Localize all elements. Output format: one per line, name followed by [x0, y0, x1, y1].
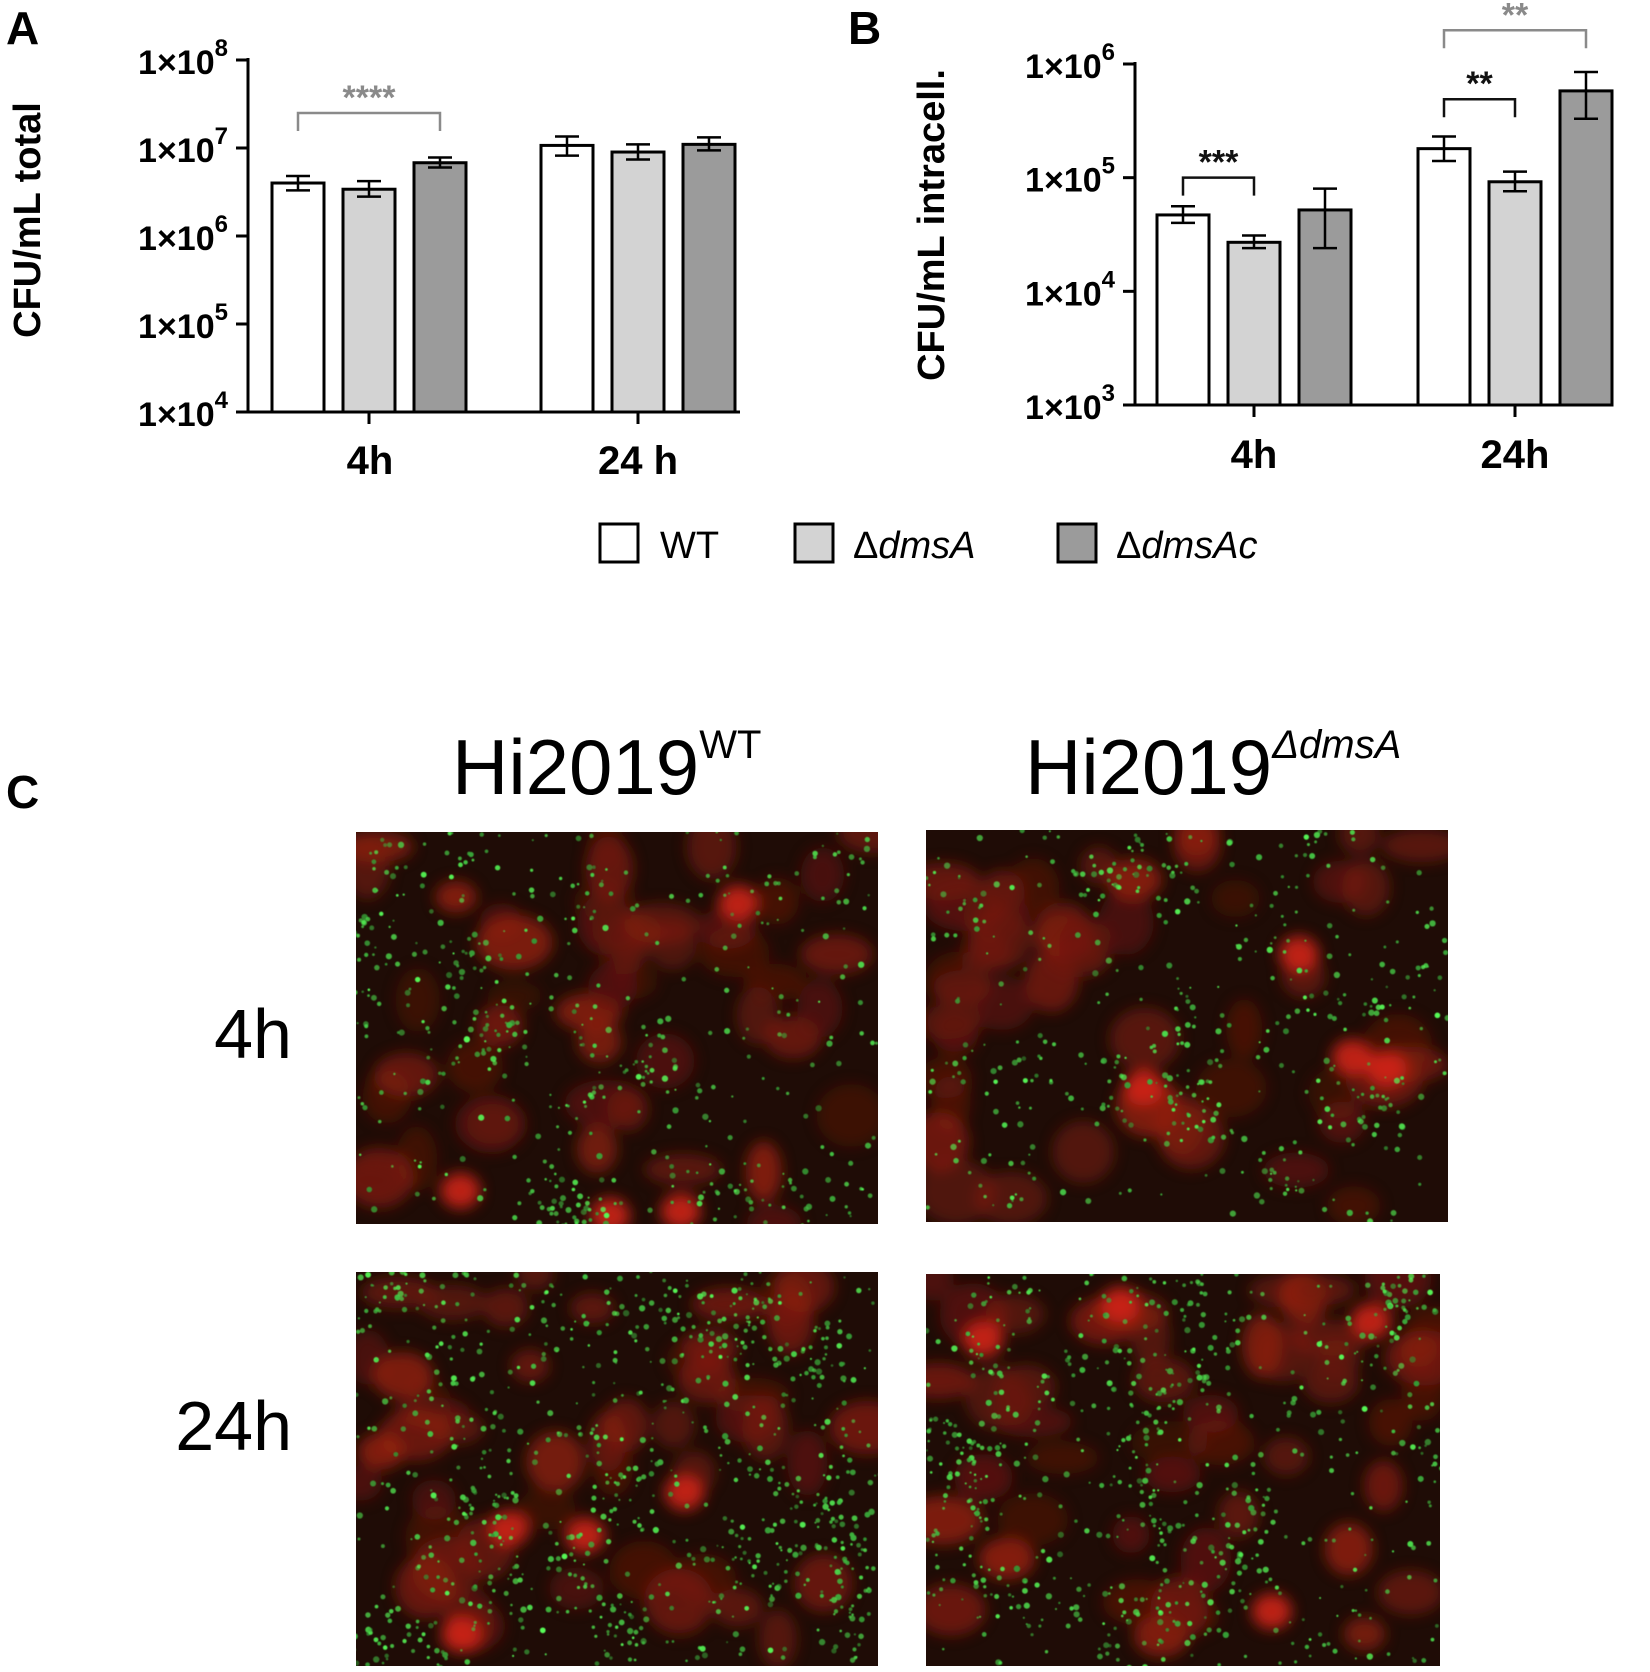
legend-label-dmsac: ΔdmsAc [1116, 525, 1258, 567]
chart-b: CFU/mL intracell. 1×103 1×104 1×105 1×106 4h… [911, 0, 1614, 477]
chart-b-category-label: 4h [1231, 433, 1278, 477]
chart-b-y-tick-label: 1×106 [1025, 39, 1115, 86]
chart-b-bar [1416, 147, 1472, 407]
chart-b-ylabel: CFU/mL intracell. [911, 69, 953, 381]
chart-a-bar [341, 187, 397, 414]
chart-a-bar [539, 143, 595, 414]
panel-label-a: A [6, 2, 39, 54]
chart-a-bar [412, 161, 468, 414]
legend-swatch-dmsac [1056, 522, 1098, 564]
chart-a-bar [270, 181, 326, 414]
micrograph-dmsa-4h [926, 830, 1448, 1222]
legend-item-dmsa: ΔdmsA [793, 522, 976, 567]
legend-swatch-dmsa [793, 522, 835, 564]
chart-b-significance-label: ** [1502, 0, 1529, 34]
chart-a-y-tick-label: 1×105 [138, 299, 228, 346]
chart-a-category-label: 4h [347, 439, 394, 483]
legend-item-dmsac: ΔdmsAc [1056, 522, 1258, 567]
row-label-4h: 4h [214, 995, 292, 1073]
chart-b-bar [1155, 213, 1211, 407]
micrograph-wt-4h [356, 832, 878, 1224]
chart-b-bar [1558, 89, 1614, 407]
chart-a-bar [681, 142, 737, 414]
chart-a-y-tick-label: 1×108 [138, 35, 228, 82]
chart-a-significance-bracket [296, 111, 442, 131]
legend-swatch-wt [598, 522, 640, 564]
chart-a: CFU/mL total 1×104 1×105 1×106 1×107 1×108 4h… [7, 35, 740, 483]
chart-b-y-tick-label: 1×105 [1025, 153, 1115, 200]
chart-b-bar [1226, 240, 1282, 407]
row-label-24h: 24h [175, 1387, 292, 1465]
chart-a-significance-label: **** [343, 79, 397, 117]
chart-a-bar [610, 150, 666, 414]
panel-label-b: B [848, 2, 881, 54]
micrograph-panel: Hi2019WT Hi2019ΔdmsA 4h 24h [175, 723, 1448, 1666]
micrograph-wt-24h [356, 1272, 878, 1666]
col-title-wt: Hi2019WT [452, 723, 761, 811]
chart-b-category-label: 24h [1481, 433, 1550, 477]
chart-b-y-tick-label: 1×104 [1025, 266, 1116, 313]
chart-a-category-label: 24 h [598, 439, 678, 483]
chart-b-significance-label: *** [1199, 144, 1239, 182]
panel-label-c: C [6, 766, 39, 818]
chart-a-y-tick-label: 1×106 [138, 211, 228, 258]
chart-b-significance-bracket [1442, 29, 1588, 49]
legend-label-wt: WT [660, 525, 719, 567]
chart-b-bar [1487, 180, 1543, 407]
chart-a-y-tick-label: 1×107 [138, 123, 228, 170]
legend-item-wt: WT [598, 522, 719, 567]
micrograph-dmsa-24h [926, 1274, 1440, 1666]
chart-b-significance-bracket [1442, 97, 1517, 118]
legend-label-dmsa: ΔdmsA [853, 525, 976, 567]
chart-b-y-tick-label: 1×103 [1025, 380, 1115, 427]
col-title-dmsa: Hi2019ΔdmsA [1025, 723, 1401, 811]
legend: WT ΔdmsA ΔdmsAc [598, 522, 1258, 567]
chart-b-significance-label: ** [1466, 65, 1493, 103]
chart-b-significance-bracket [1181, 176, 1256, 196]
chart-a-ylabel: CFU/mL total [7, 102, 49, 338]
chart-a-y-tick-label: 1×104 [138, 387, 229, 434]
